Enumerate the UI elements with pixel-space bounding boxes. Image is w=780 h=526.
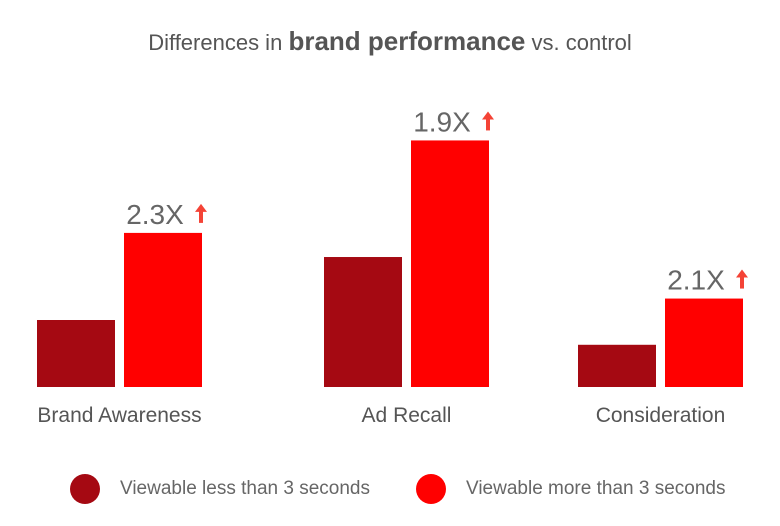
- arrow-up-icon: [195, 203, 207, 223]
- category-label-1: Ad Recall: [362, 404, 452, 427]
- multiplier-label-0: 2.3X: [126, 199, 184, 230]
- bar-more-2: [665, 298, 743, 387]
- multiplier-label-2: 2.1X: [667, 265, 725, 296]
- legend-label-more: Viewable more than 3 seconds: [466, 478, 726, 499]
- bar-more-1: [411, 140, 489, 387]
- legend-item-less: Viewable less than 3 seconds: [70, 474, 370, 504]
- category-label-0: Brand Awareness: [37, 404, 201, 427]
- bar-less-0: [37, 320, 115, 387]
- title-emphasis: brand performance: [288, 26, 526, 56]
- legend-swatch-less: [70, 474, 100, 504]
- legend-swatch-more: [416, 474, 446, 504]
- arrow-up-icon: [736, 269, 748, 289]
- legend: Viewable less than 3 seconds Viewable mo…: [0, 474, 780, 510]
- legend-item-more: Viewable more than 3 seconds: [416, 474, 725, 504]
- multiplier-label-1: 1.9X: [413, 106, 471, 137]
- bar-chart: 2.3X Brand Awareness 1.9X Ad Recall 2.1X Cons…: [37, 106, 748, 427]
- title-suffix: vs. control: [531, 30, 632, 55]
- chart-title: Differences in brand performance vs. con…: [0, 26, 780, 57]
- bar-less-2: [578, 344, 656, 387]
- arrow-up-icon: [482, 111, 494, 131]
- legend-label-less: Viewable less than 3 seconds: [120, 478, 370, 499]
- bar-more-0: [124, 232, 202, 387]
- bar-less-1: [324, 257, 402, 387]
- title-prefix: Differences in: [148, 30, 283, 55]
- category-label-2: Consideration: [596, 404, 726, 427]
